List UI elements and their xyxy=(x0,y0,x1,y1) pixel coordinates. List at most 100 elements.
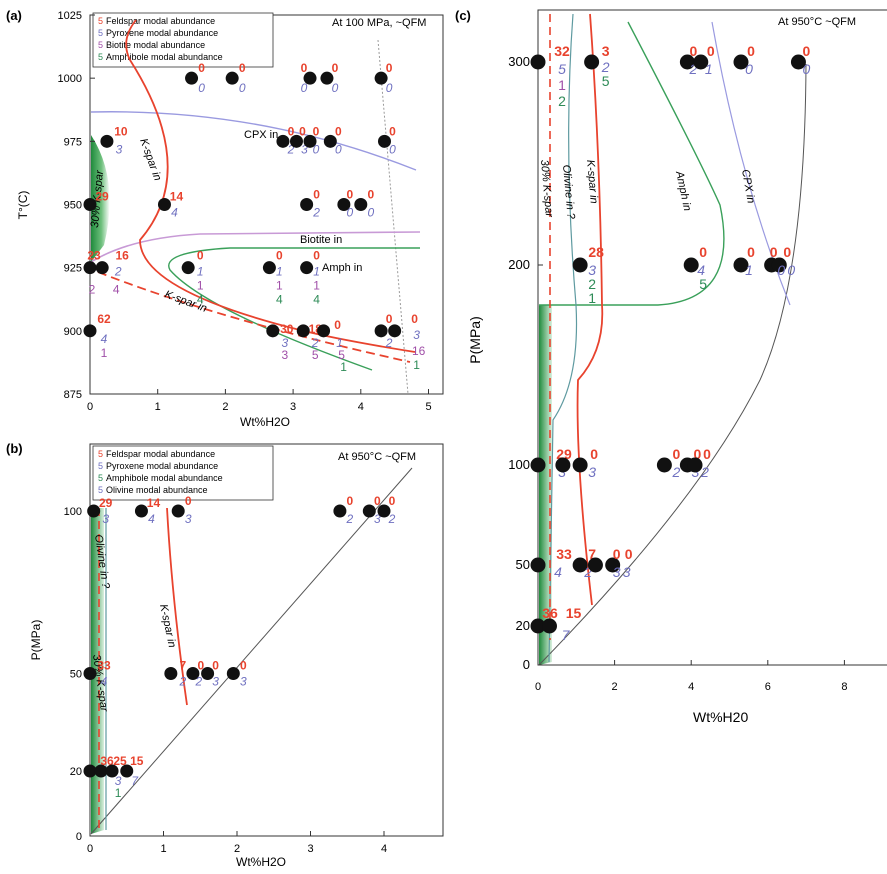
panel-c-marks: 0 2 4 6 802050100200300325123250201000028321… xyxy=(508,43,847,693)
data-label-feldspar: 0 xyxy=(313,249,320,263)
legend-key-amphibole: 5 xyxy=(98,52,103,62)
data-label-feldspar: 0 xyxy=(386,61,393,75)
data-point xyxy=(555,457,571,473)
panel-c: (c) At 950°C ~QFM K-spar in Olivine in ?… xyxy=(455,8,887,725)
data-label-feldspar: 0 xyxy=(703,446,711,462)
data-label-pyroxene: 7 xyxy=(562,627,571,643)
panel-b-legend-box xyxy=(92,445,274,501)
data-label-pyroxene: 1 xyxy=(197,265,204,279)
panel-c-line-label-amph: Amph in xyxy=(673,169,693,212)
panel-b-frame xyxy=(89,443,444,837)
data-point xyxy=(530,457,546,473)
panel-c-amph-in-line xyxy=(539,21,725,306)
data-label-biotite: 3 xyxy=(281,348,288,362)
panel-c-line-label-cpx: CPX in xyxy=(739,168,757,204)
panel-b-label: (b) xyxy=(6,441,23,456)
data-label-feldspar: 28 xyxy=(588,244,604,260)
data-label-pyroxene: 0 xyxy=(777,262,785,278)
x-tick-label: 5 xyxy=(425,401,431,413)
data-label-biotite: 4 xyxy=(113,283,120,297)
panel-a-ylabel: T°(C) xyxy=(16,191,30,220)
y-tick-label: 100 xyxy=(64,506,82,518)
x-tick-label: 1 xyxy=(155,401,161,413)
x-tick-label: 2 xyxy=(612,681,618,693)
data-label-pyroxene: 2 xyxy=(179,675,187,689)
panel-c-line-label-kspar: K-spar in xyxy=(584,159,600,204)
panel-a-legend: 5 Feldspar modal abundance 5 Pyroxene mo… xyxy=(92,12,274,68)
data-label-biotite: 1 xyxy=(558,77,566,93)
data-point xyxy=(572,457,588,473)
data-label-feldspar: 0 xyxy=(212,659,219,673)
data-point xyxy=(289,134,303,148)
data-label-pyroxene: 0 xyxy=(803,61,811,77)
y-tick-label: 1000 xyxy=(58,73,82,85)
data-point xyxy=(300,198,314,211)
data-label-pyroxene: 2 xyxy=(601,59,610,75)
data-point xyxy=(572,257,588,273)
legend-b-key-amphibole: 5 xyxy=(98,473,103,483)
data-label-pyroxene: 3 xyxy=(212,675,219,689)
data-label-biotite: 1 xyxy=(101,346,108,360)
data-point xyxy=(181,261,195,275)
data-label-feldspar: 32 xyxy=(554,43,570,59)
data-label-pyroxene: 2 xyxy=(385,336,393,350)
data-label-feldspar: 0 xyxy=(313,124,320,138)
data-label-feldspar: 3 xyxy=(602,43,610,59)
data-point xyxy=(266,324,280,338)
data-label-pyroxene: 3 xyxy=(115,774,122,788)
legend-text-feldspar: Feldspar modal abundance xyxy=(106,16,215,26)
data-label-feldspar: 0 xyxy=(411,312,418,326)
data-label-feldspar: 0 xyxy=(335,124,342,138)
y-tick-label: 975 xyxy=(64,136,82,148)
data-label-amphibole: 1 xyxy=(115,786,122,800)
data-point xyxy=(374,71,388,85)
panel-b-ylabel: P(MPa) xyxy=(29,620,43,661)
panel-a-xlabel: Wt%H2O xyxy=(240,415,290,429)
data-label-amphibole: 4 xyxy=(197,293,204,307)
data-point xyxy=(317,324,331,338)
data-label-pyroxene: 4 xyxy=(171,206,178,220)
y-tick-label: 200 xyxy=(508,257,530,272)
data-label-feldspar: 14 xyxy=(170,190,184,204)
data-label-pyroxene: 2 xyxy=(700,464,709,480)
data-label-pyroxene: 0 xyxy=(745,61,753,77)
data-label-pyroxene: 4 xyxy=(697,262,705,278)
data-point xyxy=(587,557,603,573)
x-tick-label: 0 xyxy=(87,843,93,855)
data-label-feldspar: 0 xyxy=(313,188,320,202)
data-label-feldspar: 0 xyxy=(347,188,354,202)
panel-a-line-label-30pct: 30% K-spar xyxy=(89,169,106,229)
x-tick-label: 0 xyxy=(535,681,541,693)
data-label-feldspar: 0 xyxy=(301,61,308,75)
data-label-feldspar: 0 xyxy=(613,546,621,562)
data-point xyxy=(303,134,317,148)
legend-key-pyroxene: 5 xyxy=(98,28,103,38)
y-tick-label: 950 xyxy=(64,200,82,212)
data-point xyxy=(679,54,695,70)
data-label-pyroxene: 2 xyxy=(346,512,354,526)
y-tick-label: 20 xyxy=(70,766,82,778)
y-tick-label: 875 xyxy=(64,389,82,401)
data-label-feldspar: 29 xyxy=(99,496,113,510)
data-label-pyroxene: 0 xyxy=(335,142,342,156)
panel-b-legend: 5 Feldspar modal abundance 5 Pyroxene mo… xyxy=(92,445,274,501)
data-label-feldspar: 0 xyxy=(276,249,283,263)
legend-b-key-feldspar: 5 xyxy=(98,449,103,459)
panel-a-amph-in-line xyxy=(168,247,420,371)
data-point xyxy=(377,134,391,148)
data-label-pyroxene: 2 xyxy=(583,564,592,580)
data-point xyxy=(87,504,101,518)
data-point xyxy=(296,324,310,338)
data-point xyxy=(120,764,134,778)
data-point xyxy=(572,557,588,573)
panel-a-line-label-amph: Amph in xyxy=(322,262,362,274)
x-tick-label: 4 xyxy=(358,401,364,413)
panel-a-condition: At 100 MPa, ~QFM xyxy=(332,17,426,29)
data-label-pyroxene: 4 xyxy=(101,675,108,689)
data-point xyxy=(693,54,709,70)
data-label-pyroxene: 3 xyxy=(623,564,631,580)
data-label-pyroxene: 0 xyxy=(332,81,339,95)
data-label-pyroxene: 0 xyxy=(386,81,393,95)
data-point xyxy=(377,504,391,518)
data-label-feldspar: 0 xyxy=(347,494,354,508)
